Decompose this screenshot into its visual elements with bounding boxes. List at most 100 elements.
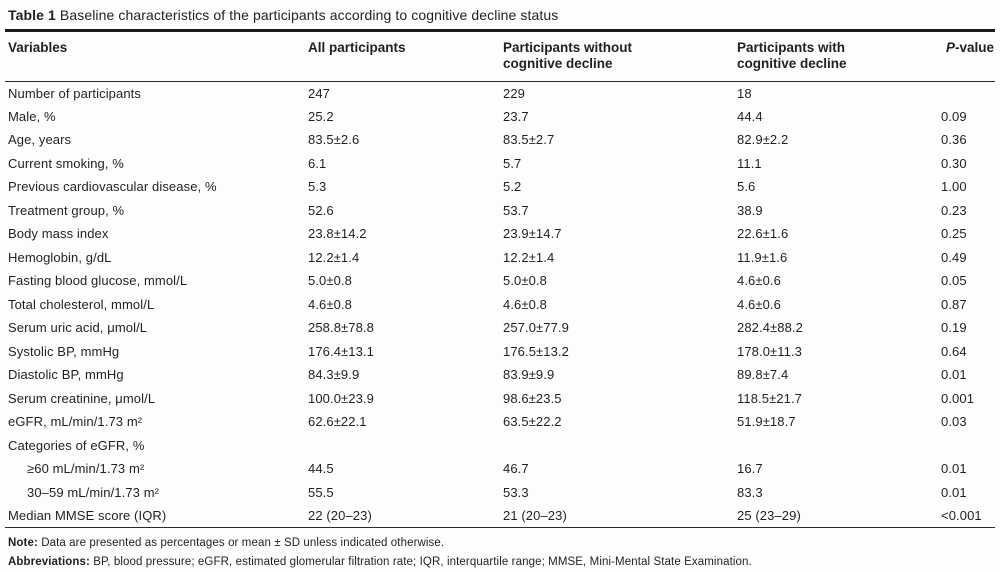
cell-with-decline: 22.6±1.6 bbox=[737, 226, 789, 242]
abbreviations-text: BP, blood pressure; eGFR, estimated glom… bbox=[93, 555, 752, 568]
baseline-characteristics-table: Variables All participants Participants … bbox=[5, 32, 995, 528]
cell-p-value: 0.19 bbox=[941, 320, 967, 336]
cell-with-decline: 18 bbox=[737, 85, 752, 101]
cell-all-participants: 12.2±1.4 bbox=[308, 249, 360, 265]
cell-all-participants: 83.5±2.6 bbox=[308, 132, 360, 148]
row-label: Age, years bbox=[8, 132, 72, 148]
cell-with-decline: 4.6±0.6 bbox=[737, 296, 781, 312]
table-row: Fasting blood glucose, mmol/L 5.0±0.8 5.0±… bbox=[5, 269, 995, 293]
row-label: Male, % bbox=[8, 108, 56, 124]
cell-with-decline: 82.9±2.2 bbox=[737, 132, 789, 148]
cell-all-participants: 5.0±0.8 bbox=[308, 273, 352, 289]
table-row: Total cholesterol, mmol/L 4.6±0.8 4.6±0.8 4… bbox=[5, 293, 995, 317]
table-row: Current smoking, % 6.1 5.7 11.1 0.30 bbox=[5, 152, 995, 176]
cell-p-value: 0.01 bbox=[941, 367, 967, 383]
abbreviations-label: Abbreviations: bbox=[8, 555, 90, 568]
cell-without-decline: 23.9±14.7 bbox=[503, 226, 562, 242]
row-label: Body mass index bbox=[8, 226, 109, 242]
cell-without-decline: 53.7 bbox=[503, 202, 529, 218]
cell-p-value: 0.23 bbox=[941, 202, 967, 218]
row-label: Fasting blood glucose, mmol/L bbox=[8, 273, 188, 289]
cell-without-decline: 12.2±1.4 bbox=[503, 249, 555, 265]
table-row: 30–59 mL/min/1.73 m² 55.5 53.3 83.3 0.01 bbox=[5, 481, 995, 505]
cell-with-decline: 178.0±11.3 bbox=[737, 343, 803, 359]
table-row: Previous cardiovascular disease, % 5.3 5.2… bbox=[5, 175, 995, 199]
abbreviations-line: Abbreviations: BP, blood pressure; eGFR,… bbox=[5, 553, 995, 572]
row-label: ≥60 mL/min/1.73 m² bbox=[27, 461, 145, 477]
cell-without-decline: 23.7 bbox=[503, 108, 529, 124]
cell-p-value: 0.36 bbox=[941, 132, 967, 148]
cell-all-participants: 4.6±0.8 bbox=[308, 296, 352, 312]
table-row: Hemoglobin, g/dL 12.2±1.4 12.2±1.4 11.9±1.6… bbox=[5, 246, 995, 270]
cell-all-participants: 62.6±22.1 bbox=[308, 414, 367, 430]
cell-all-participants: 22 (20–23) bbox=[308, 508, 372, 523]
cell-all-participants: 5.3 bbox=[308, 179, 327, 195]
cell-p-value: 0.05 bbox=[941, 273, 967, 289]
cell-all-participants: 44.5 bbox=[308, 461, 334, 477]
cell-with-decline: 83.3 bbox=[737, 484, 763, 500]
row-label: Treatment group, % bbox=[8, 202, 125, 218]
col-header-all-participants: All participants bbox=[305, 32, 500, 82]
cell-without-decline: 83.5±2.7 bbox=[503, 132, 555, 148]
row-label: Serum creatinine, μmol/L bbox=[8, 390, 156, 406]
cell-p-value: 0.01 bbox=[941, 484, 967, 500]
row-label: Diastolic BP, mmHg bbox=[8, 367, 124, 383]
table-row: Median MMSE score (IQR) 22 (20–23) 21 (20–… bbox=[5, 504, 995, 528]
cell-p-value bbox=[938, 81, 995, 105]
table-row: Systolic BP, mmHg 176.4±13.1 176.5±13.2 178… bbox=[5, 340, 995, 364]
row-label: eGFR, mL/min/1.73 m² bbox=[8, 414, 143, 430]
header-row: Variables All participants Participants … bbox=[5, 32, 995, 82]
cell-without-decline: 53.3 bbox=[503, 484, 529, 500]
cell-p-value: 0.09 bbox=[941, 108, 967, 124]
table-footnotes: Note: Data are presented as percentages … bbox=[5, 528, 995, 571]
cell-all-participants: 55.5 bbox=[308, 484, 334, 500]
row-label: Median MMSE score (IQR) bbox=[8, 508, 167, 523]
cell-without-decline: 63.5±22.2 bbox=[503, 414, 562, 430]
cell-without-decline bbox=[500, 434, 734, 458]
cell-all-participants: 23.8±14.2 bbox=[308, 226, 367, 242]
table-row: ≥60 mL/min/1.73 m² 44.5 46.7 16.7 0.01 bbox=[5, 457, 995, 481]
cell-without-decline: 176.5±13.2 bbox=[503, 343, 569, 359]
cell-without-decline: 257.0±77.9 bbox=[503, 320, 569, 336]
table-number: Table 1 bbox=[8, 7, 56, 23]
table-body: Number of participants 247 229 18 Male, % 25.… bbox=[5, 81, 995, 528]
cell-p-value: 0.49 bbox=[941, 249, 967, 265]
row-label: Total cholesterol, mmol/L bbox=[8, 296, 155, 312]
cell-with-decline: 4.6±0.6 bbox=[737, 273, 781, 289]
cell-with-decline: 44.4 bbox=[737, 108, 763, 124]
table-caption: Baseline characteristics of the particip… bbox=[59, 7, 559, 23]
col-header-p-value: P-value bbox=[938, 32, 995, 82]
table-row: Number of participants 247 229 18 bbox=[5, 81, 995, 105]
row-label: Categories of eGFR, % bbox=[8, 437, 145, 453]
cell-with-decline bbox=[734, 434, 938, 458]
row-label: Previous cardiovascular disease, % bbox=[8, 179, 217, 195]
col-header-with-decline: Participants with cognitive decline bbox=[734, 32, 938, 82]
cell-with-decline: 11.1 bbox=[737, 155, 762, 171]
cell-p-value: <0.001 bbox=[941, 508, 982, 523]
cell-p-value: 0.001 bbox=[941, 390, 975, 406]
cell-all-participants: 100.0±23.9 bbox=[308, 390, 374, 406]
cell-without-decline: 4.6±0.8 bbox=[503, 296, 547, 312]
title-rule bbox=[5, 29, 995, 32]
note-line: Note: Data are presented as percentages … bbox=[5, 534, 995, 553]
cell-all-participants: 84.3±9.9 bbox=[308, 367, 360, 383]
cell-p-value: 0.30 bbox=[941, 155, 967, 171]
cell-with-decline: 16.7 bbox=[737, 461, 763, 477]
row-label: Current smoking, % bbox=[8, 155, 124, 171]
cell-without-decline: 5.7 bbox=[503, 155, 522, 171]
table-row: Categories of eGFR, % bbox=[5, 434, 995, 458]
col-header-variables: Variables bbox=[5, 32, 305, 82]
row-label: 30–59 mL/min/1.73 m² bbox=[27, 484, 160, 500]
cell-with-decline: 118.5±21.7 bbox=[737, 390, 803, 406]
cell-all-participants: 25.2 bbox=[308, 108, 334, 124]
cell-with-decline: 89.8±7.4 bbox=[737, 367, 789, 383]
cell-all-participants: 6.1 bbox=[308, 155, 327, 171]
col-header-without-decline: Participants without cognitive decline bbox=[500, 32, 734, 82]
cell-all-participants: 176.4±13.1 bbox=[308, 343, 374, 359]
table-row: Age, years 83.5±2.6 83.5±2.7 82.9±2.2 0.36 bbox=[5, 128, 995, 152]
table-row: eGFR, mL/min/1.73 m² 62.6±22.1 63.5±22.2 51… bbox=[5, 410, 995, 434]
row-label: Number of participants bbox=[8, 85, 141, 101]
cell-without-decline: 83.9±9.9 bbox=[503, 367, 555, 383]
cell-all-participants bbox=[305, 434, 500, 458]
